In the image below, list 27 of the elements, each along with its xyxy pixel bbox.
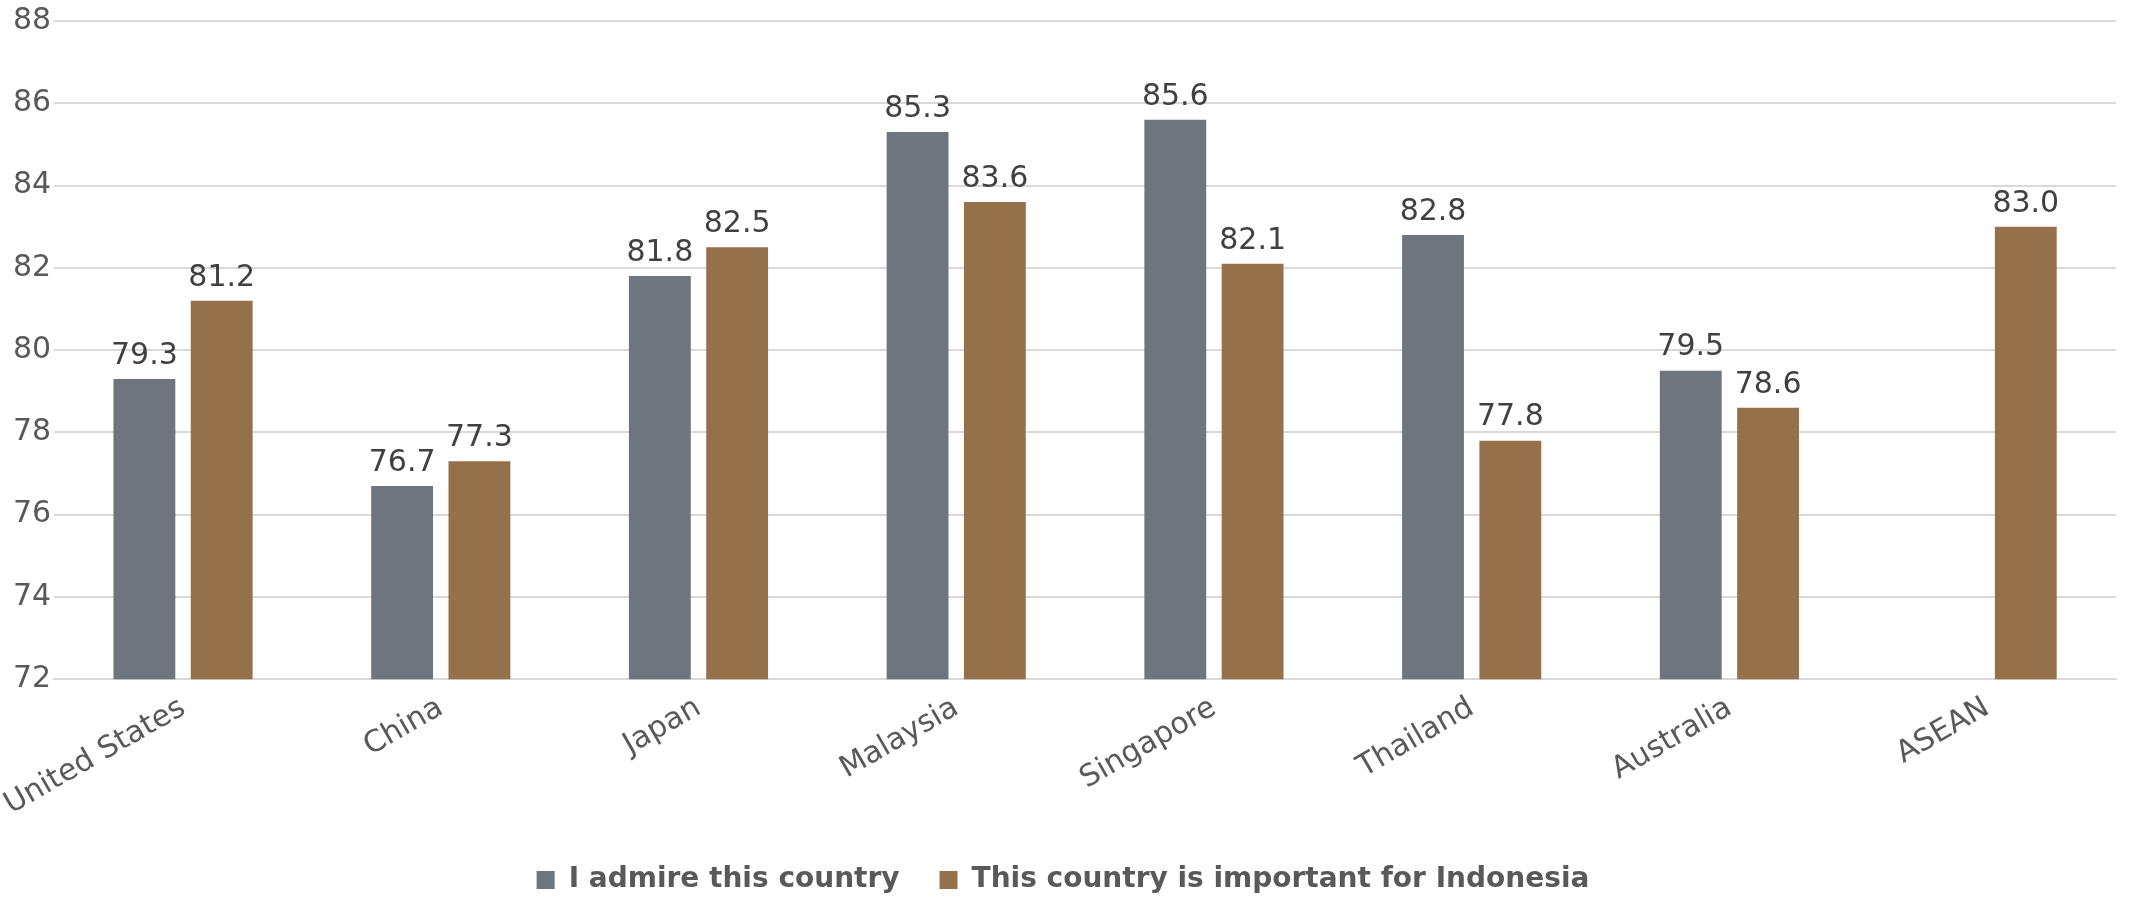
y-tick-label: 82: [12, 247, 52, 283]
data-label: 77.8: [1476, 397, 1544, 433]
data-label: 83.6: [961, 158, 1029, 194]
y-tick-label: 76: [12, 494, 52, 530]
legend-label: This country is important for Indonesia: [971, 861, 1590, 895]
legend-label: I admire this country: [568, 861, 900, 895]
x-tick-label: China: [356, 688, 449, 762]
y-tick-label: 78: [12, 412, 52, 448]
data-label: 77.3: [446, 418, 513, 453]
data-label: 83.0: [1992, 183, 2060, 219]
y-tick-label: 80: [12, 329, 52, 365]
data-label: 85.6: [1141, 76, 1209, 112]
y-tick-label: 88: [12, 0, 52, 36]
y-tick-label: 74: [12, 576, 52, 612]
y-tick-label: 72: [12, 659, 52, 695]
data-label: 85.3: [884, 88, 951, 124]
data-label: 81.2: [188, 257, 256, 293]
data-label: 82.1: [1219, 220, 1287, 256]
data-label: 82.5: [703, 204, 771, 240]
y-tick-label: 84: [12, 165, 52, 201]
data-label: 81.8: [626, 232, 694, 268]
data-label: 79.3: [110, 335, 178, 371]
data-label: 82.8: [1399, 191, 1467, 227]
data-label: 76.7: [368, 442, 436, 478]
y-tick-label: 86: [12, 83, 52, 119]
data-label: 78.6: [1734, 364, 1802, 400]
data-label: 79.5: [1657, 327, 1725, 363]
